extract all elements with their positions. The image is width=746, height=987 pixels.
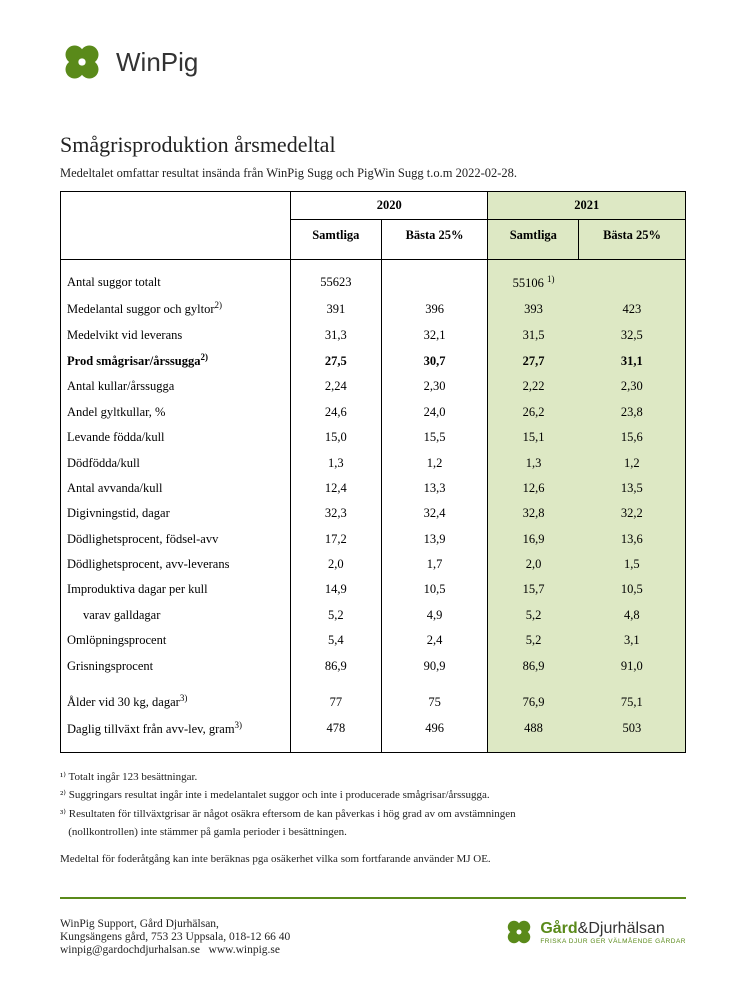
footnote-4: Medeltal för foderåtgång kan inte beräkn… xyxy=(60,851,686,868)
subtitle: Medeltalet omfattar resultat insända frå… xyxy=(60,166,686,181)
table-row: Grisningsprocent86,990,986,991,0 xyxy=(61,654,686,679)
col-samtliga-1: Samtliga xyxy=(291,220,382,260)
table-row: Omlöpningsprocent5,42,45,23,1 xyxy=(61,628,686,653)
divider xyxy=(60,897,686,899)
footer-line-1: WinPig Support, Gård Djurhälsan, xyxy=(60,918,290,930)
header-blank xyxy=(61,192,291,220)
footer-line-2: Kungsängens gård, 753 23 Uppsala, 018-12… xyxy=(60,931,290,943)
logo-text: WinPig xyxy=(116,47,198,78)
table-row: Levande födda/kull15,015,515,115,6 xyxy=(61,425,686,450)
header-logo: WinPig xyxy=(60,40,686,84)
table-row: Ålder vid 30 kg, dagar3)777576,975,1 xyxy=(61,689,686,716)
table-row: Daglig tillväxt från avv-lev, gram3)4784… xyxy=(61,716,686,743)
table-row: Medelvikt vid leverans31,332,131,532,5 xyxy=(61,323,686,348)
subheader-blank xyxy=(61,220,291,260)
col-basta-2: Bästa 25% xyxy=(579,220,686,260)
data-table: 2020 2021 Samtliga Bästa 25% Samtliga Bä… xyxy=(60,191,686,753)
footer-clover-icon xyxy=(504,917,534,947)
col-samtliga-2: Samtliga xyxy=(488,220,579,260)
table-row: Prod smågrisar/årssugga2)27,530,727,731,… xyxy=(61,348,686,375)
clover-icon xyxy=(60,40,104,84)
footnotes: ¹⁾ Totalt ingår 123 besättningar. ²⁾ Sug… xyxy=(60,769,686,868)
table-row: Antal avvanda/kull12,413,312,613,5 xyxy=(61,476,686,501)
footer-tagline: FRISKA DJUR GER VÄLMÅENDE GÅRDAR xyxy=(540,938,686,945)
footer-line-3: winpig@gardochdjurhalsan.se www.winpig.s… xyxy=(60,944,290,956)
table-row: Medelantal suggor och gyltor2)3913963934… xyxy=(61,296,686,323)
year-2020: 2020 xyxy=(291,192,488,220)
col-basta-1: Bästa 25% xyxy=(381,220,488,260)
table-row: Dödlighetsprocent, födsel-avv17,213,916,… xyxy=(61,527,686,552)
table-row: Antal suggor totalt5562355106 1) xyxy=(61,270,686,297)
table-row: Antal kullar/årssugga2,242,302,222,30 xyxy=(61,374,686,399)
table-row: Andel gyltkullar, %24,624,026,223,8 xyxy=(61,400,686,425)
footer-brand: Gård&Djurhälsan xyxy=(540,920,686,938)
year-2021: 2021 xyxy=(488,192,686,220)
footnote-3b: (nollkontrollen) inte stämmer på gamla p… xyxy=(60,824,686,841)
footnote-1: ¹⁾ Totalt ingår 123 besättningar. xyxy=(60,769,686,786)
page-title: Smågrisproduktion årsmedeltal xyxy=(60,132,686,158)
table-row: Dödlighetsprocent, avv-leverans2,01,72,0… xyxy=(61,552,686,577)
footer: WinPig Support, Gård Djurhälsan, Kungsän… xyxy=(60,917,686,957)
footnote-2: ²⁾ Suggringars resultat ingår inte i med… xyxy=(60,787,686,804)
table-row: Improduktiva dagar per kull14,910,515,71… xyxy=(61,577,686,602)
footer-logo: Gård&Djurhälsan FRISKA DJUR GER VÄLMÅEND… xyxy=(504,917,686,947)
table-row: Dödfödda/kull1,31,21,31,2 xyxy=(61,451,686,476)
footnote-3a: ³⁾ Resultaten för tillväxtgrisar är någo… xyxy=(60,806,686,823)
table-row: Digivningstid, dagar32,332,432,832,2 xyxy=(61,501,686,526)
table-row: varav galldagar5,24,95,24,8 xyxy=(61,603,686,628)
footer-contact: WinPig Support, Gård Djurhälsan, Kungsän… xyxy=(60,917,290,957)
